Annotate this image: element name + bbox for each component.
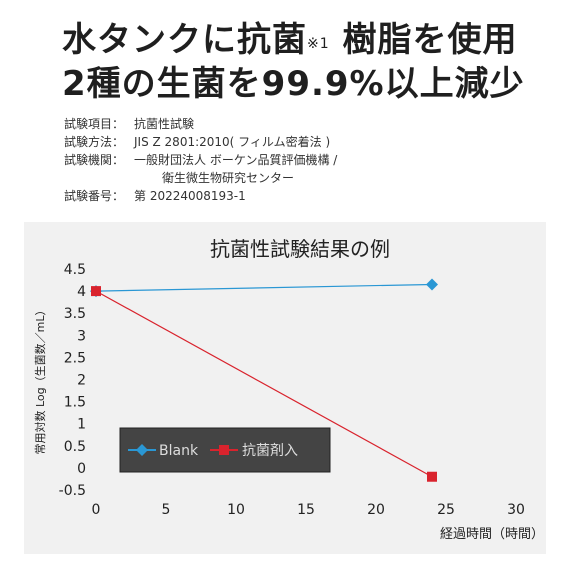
test-info-row: 試験機関： 一般財団法人 ボーケン品質評価機構 / — [64, 151, 337, 169]
test-info-value: JIS Z 2801:2010( フィルム密着法 ) — [134, 135, 331, 149]
test-info-row: 試験方法： JIS Z 2801:2010( フィルム密着法 ) — [64, 133, 337, 151]
x-axis-label: 経過時間（時間） — [440, 527, 544, 542]
x-tick-label: 15 — [297, 502, 315, 518]
y-tick-label: 3 — [77, 328, 86, 344]
legend-marker-square — [219, 445, 229, 455]
legend-label-blank: Blank — [159, 443, 199, 459]
y-tick-labels: 4.5 4 3.5 3 2.5 2 1.5 1 0.5 0 -0.5 — [59, 262, 86, 499]
series-layer — [90, 278, 438, 482]
test-info-value: 第 20224008193-1 — [134, 189, 246, 203]
headline-line-2: 2種の生菌を99.9%以上減少 — [62, 64, 525, 104]
x-tick-label: 20 — [367, 502, 385, 518]
headline-text-1b: 樹脂を使用 — [329, 20, 518, 60]
series-line-2 — [95, 290, 433, 478]
test-info: 試験項目： 抗菌性試験 試験方法： JIS Z 2801:2010( フィルム密着法… — [64, 115, 337, 205]
y-tick-label: 4 — [77, 284, 86, 300]
y-tick-label: 2.5 — [64, 350, 86, 366]
test-info-value: 衛生微生物研究センター — [162, 171, 295, 185]
test-info-key: 試験方法： — [64, 135, 125, 149]
x-tick-label: 25 — [437, 502, 455, 518]
line-chart: 抗菌性試験結果の例 常用対数 Log（生菌数／mL） 経過時間（時間） 4.54… — [33, 237, 544, 542]
test-info-value: 一般財団法人 ボーケン品質評価機構 / — [134, 153, 338, 167]
headline: 水タンクに抗菌※1 樹脂を使用 2種の生菌を99.9%以上減少 — [62, 18, 542, 106]
y-tick-label: 2 — [77, 373, 86, 389]
legend: Blank 抗菌剤入 — [119, 427, 331, 473]
test-info-row: 試験項目： 抗菌性試験 — [64, 115, 337, 133]
y-tick-label: 4.5 — [64, 262, 86, 278]
test-info-key: 試験番号： — [64, 189, 125, 203]
data-point-square — [91, 286, 101, 297]
test-info-key: 試験機関： — [64, 153, 125, 167]
y-tick-label: 3.5 — [64, 306, 86, 322]
test-info-row: 衛生微生物研究センター — [64, 169, 337, 187]
y-tick-label: 0.5 — [64, 439, 86, 455]
test-info-row: 試験番号： 第 20224008193-1 — [64, 187, 337, 205]
series-line-1 — [95, 283, 433, 292]
x-tick-label: 0 — [92, 502, 101, 518]
y-tick-label: 1 — [77, 417, 86, 433]
x-tick-label: 10 — [227, 502, 245, 518]
y-tick-label: 0 — [77, 461, 86, 477]
chart-title: 抗菌性試験結果の例 — [210, 237, 390, 261]
y-tick-label: 1.5 — [64, 395, 86, 411]
data-point-diamond — [426, 278, 438, 291]
x-tick-label: 5 — [162, 502, 171, 518]
test-info-value: 抗菌性試験 — [134, 117, 195, 131]
headline-line-1: 水タンクに抗菌※1 樹脂を使用 — [62, 18, 542, 62]
legend-label-antibacterial: 抗菌剤入 — [242, 443, 298, 459]
headline-text-1: 水タンクに抗菌 — [62, 20, 307, 60]
test-info-key: 試験項目： — [64, 117, 125, 131]
y-tick-label: -0.5 — [59, 483, 86, 499]
chart-panel: 抗菌性試験結果の例 常用対数 Log（生菌数／mL） 経過時間（時間） 4.5 4… — [24, 222, 546, 554]
footnote-mark: ※1 — [307, 36, 330, 52]
x-tick-labels: 0 5 10 15 20 25 30 — [92, 502, 525, 518]
x-tick-label: 30 — [507, 502, 525, 518]
y-axis-label: 常用対数 Log（生菌数／mL） — [33, 305, 47, 455]
data-point-square — [427, 471, 437, 482]
legend-marker-diamond — [136, 444, 148, 456]
